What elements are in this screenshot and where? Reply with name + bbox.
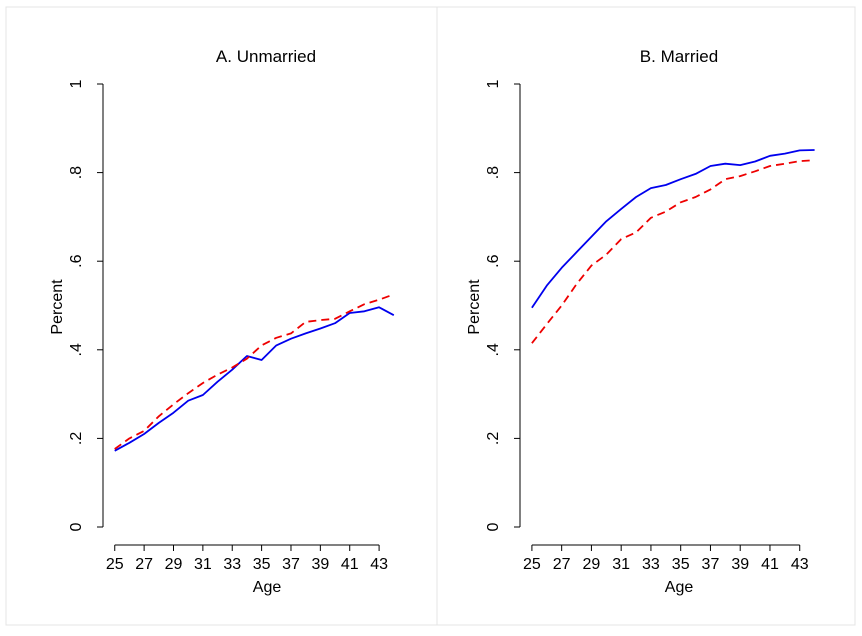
x-tick-label: 43: [370, 556, 388, 573]
x-tick-label: 29: [583, 556, 601, 573]
x-tick-label: 35: [253, 556, 271, 573]
y-tick-label: .8: [485, 166, 502, 179]
figure-border: [6, 7, 855, 625]
x-axis-label: Age: [253, 579, 282, 596]
panel-title: A. Unmarried: [216, 47, 316, 66]
x-tick-label: 25: [106, 556, 124, 573]
x-tick-label: 25: [523, 556, 541, 573]
x-tick-label: 29: [165, 556, 183, 573]
y-tick-label: 1: [68, 79, 85, 88]
x-tick-label: 37: [282, 556, 300, 573]
x-tick-label: 41: [761, 556, 779, 573]
x-axis-label: Age: [665, 579, 694, 596]
y-tick-label: .4: [68, 343, 85, 356]
x-tick-label: 43: [791, 556, 809, 573]
x-tick-label: 37: [702, 556, 720, 573]
x-tick-label: 41: [341, 556, 359, 573]
y-tick-label: .4: [485, 343, 502, 356]
x-tick-label: 39: [731, 556, 749, 573]
y-tick-label: 0: [485, 522, 502, 531]
y-axis-label: Percent: [466, 279, 483, 335]
y-tick-label: 0: [68, 522, 85, 531]
x-tick-label: 31: [194, 556, 212, 573]
y-tick-label: .8: [68, 166, 85, 179]
x-tick-label: 27: [135, 556, 153, 573]
y-tick-label: .2: [485, 432, 502, 445]
x-tick-label: 35: [672, 556, 690, 573]
y-axis-label: Percent: [49, 279, 66, 335]
y-tick-label: .6: [485, 254, 502, 267]
y-tick-label: .2: [68, 432, 85, 445]
panel-title: B. Married: [640, 47, 718, 66]
x-tick-label: 27: [553, 556, 571, 573]
x-tick-label: 33: [642, 556, 660, 573]
x-tick-label: 33: [223, 556, 241, 573]
y-tick-label: 1: [485, 79, 502, 88]
x-tick-label: 39: [311, 556, 329, 573]
y-tick-label: .6: [68, 254, 85, 267]
x-tick-label: 31: [612, 556, 630, 573]
